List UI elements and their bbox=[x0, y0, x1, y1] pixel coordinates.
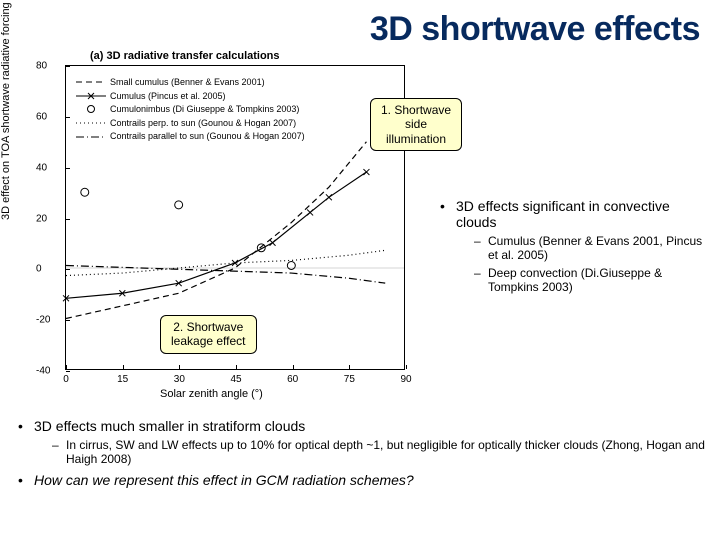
callout1-l3: illumination bbox=[386, 132, 446, 146]
bottom-bullet-list: 3D effects much smaller in stratiform cl… bbox=[18, 418, 708, 494]
right-bullet-list: 3D effects significant in convective clo… bbox=[440, 198, 710, 300]
right-sub-1: Cumulus (Benner & Evans 2001, Pincus et … bbox=[474, 234, 710, 262]
right-main-bullet: 3D effects significant in convective clo… bbox=[456, 198, 670, 230]
callout-side-illumination: 1. Shortwave side illumination bbox=[370, 98, 462, 151]
bottom-bullet-2: How can we represent this effect in GCM … bbox=[34, 472, 414, 488]
bottom-bullet-1: 3D effects much smaller in stratiform cl… bbox=[34, 418, 305, 434]
y-axis-label: 3D effect on TOA shortwave radiative for… bbox=[0, 0, 12, 220]
callout1-l1: 1. Shortwave bbox=[381, 103, 451, 117]
right-sub-2: Deep convection (Di.Giuseppe & Tompkins … bbox=[474, 266, 710, 294]
callout-leakage: 2. Shortwave leakage effect bbox=[160, 315, 257, 354]
page-title: 3D shortwave effects bbox=[0, 0, 720, 53]
chart-title: (a) 3D radiative transfer calculations bbox=[90, 50, 280, 62]
x-axis-label: Solar zenith angle (°) bbox=[160, 388, 263, 400]
callout1-l2: side bbox=[405, 117, 427, 131]
callout2-l1: 2. Shortwave bbox=[173, 320, 243, 334]
callout2-l2: leakage effect bbox=[171, 334, 246, 348]
bottom-sub-1: In cirrus, SW and LW effects up to 10% f… bbox=[52, 438, 708, 466]
legend: Small cumulus (Benner & Evans 2001)Cumul… bbox=[76, 76, 305, 144]
